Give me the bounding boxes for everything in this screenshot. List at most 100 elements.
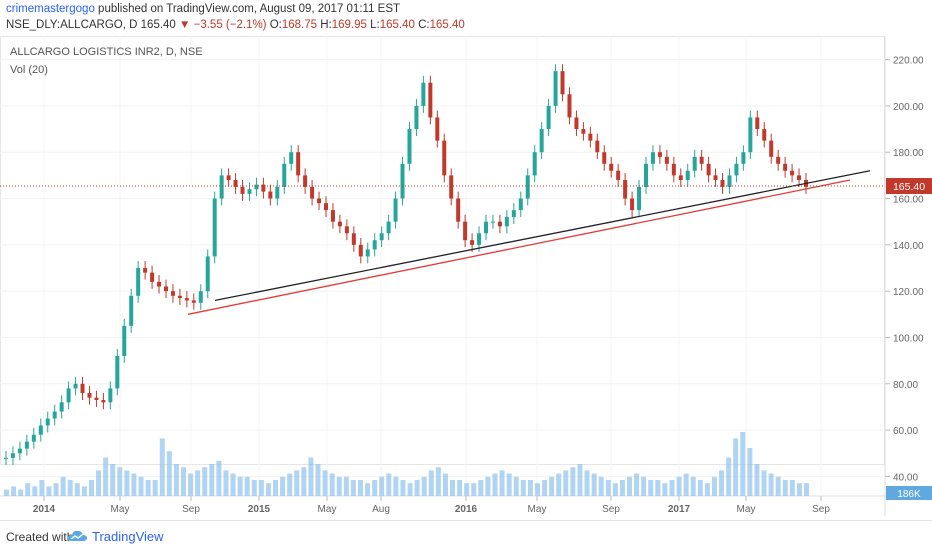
volume-bar <box>662 483 668 496</box>
volume-bar <box>159 438 165 496</box>
candle-body <box>31 434 36 442</box>
price-change: ▼ −3.55 (−2.1%) <box>179 19 267 31</box>
candle-body <box>17 448 22 454</box>
volume-bar <box>244 476 250 496</box>
volume-bar <box>690 476 696 496</box>
candle-body <box>414 105 419 130</box>
publish-line: crimemastergogo published on TradingView… <box>6 3 400 15</box>
price-tick-label: 180.00 <box>893 148 924 159</box>
volume-bar <box>627 476 633 496</box>
candle-body <box>581 129 586 134</box>
volume-bar <box>251 480 257 496</box>
candle-body <box>477 233 482 245</box>
open-label: O: <box>269 19 282 31</box>
candle-body <box>671 163 676 176</box>
candle-body <box>602 152 607 164</box>
volume-bar <box>612 483 618 496</box>
candle-body <box>497 221 502 227</box>
trendlines[interactable] <box>187 170 871 315</box>
volume-bar <box>273 480 279 496</box>
price-tick-label: 140.00 <box>893 241 924 252</box>
support-trendline-red[interactable] <box>187 179 851 315</box>
candle-body <box>393 198 398 222</box>
volume-bar <box>393 476 399 496</box>
volume-bar <box>379 476 385 496</box>
candle-body <box>372 240 377 250</box>
volume-bar <box>131 473 137 496</box>
volume-bar <box>556 473 562 496</box>
candle-body <box>511 210 516 218</box>
footer: Created with TradingView <box>0 520 932 551</box>
volume-bar <box>117 467 123 496</box>
volume-bar <box>435 467 441 496</box>
tradingview-brand[interactable]: TradingView <box>66 527 164 545</box>
volume-bar <box>407 483 413 496</box>
volume-bar <box>414 480 420 496</box>
candle-body <box>588 133 593 141</box>
high-label: H: <box>320 19 332 31</box>
volume-bar <box>570 467 576 496</box>
candle-body <box>504 217 509 227</box>
volume-bar <box>81 486 87 496</box>
candle-body <box>212 198 217 257</box>
price-tick-label: 220.00 <box>893 56 924 67</box>
volume-bar <box>506 473 512 496</box>
volume-bar <box>591 473 597 496</box>
candle-body <box>122 325 127 356</box>
tradingview-cloud-icon <box>67 530 87 541</box>
time-tick-label: May <box>318 504 337 515</box>
volume-bar <box>145 480 151 496</box>
candle-body <box>24 441 29 449</box>
time-axis: 2014 May Sep 2015 May Aug 2016 May Sep 2017 May Sep <box>33 496 830 515</box>
candle-body <box>45 418 50 426</box>
volume-bar <box>365 483 371 496</box>
candle-body <box>101 400 106 403</box>
volume-bar <box>719 470 725 496</box>
volume-bar <box>322 470 328 496</box>
candle-body <box>630 198 635 211</box>
ohlc-line: NSE_DLY:ALLCARGO, D 165.40 ▼ −3.55 (−2.1… <box>6 19 465 31</box>
price-tick-label: 40.00 <box>893 472 918 483</box>
volume-bar <box>39 480 45 496</box>
volume-bar <box>563 470 569 496</box>
price-chart-svg[interactable]: 220.00 200.00 180.00 160.00 140.00 120.00 100.… <box>0 36 932 516</box>
support-trendline-black[interactable] <box>214 170 871 302</box>
instrument-title: ALLCARGO LOGISTICS INR2, D, NSE <box>10 46 203 58</box>
volume-bar <box>230 473 236 496</box>
candle-body <box>254 184 259 190</box>
volume-bar <box>386 473 392 496</box>
volume-bars <box>4 432 809 496</box>
volume-bar <box>761 470 767 496</box>
volume-bar <box>124 470 130 496</box>
candle-body <box>330 210 335 222</box>
candle-body <box>150 272 155 282</box>
volume-bar <box>166 451 172 496</box>
candle-body <box>289 152 294 164</box>
volume-bar <box>188 473 194 496</box>
volume-bar <box>669 480 675 496</box>
price-tick-label: 100.00 <box>893 333 924 344</box>
volume-bar <box>4 489 9 496</box>
price-tick-label: 120.00 <box>893 287 924 298</box>
time-tick-label: 2017 <box>668 504 691 515</box>
volume-bar <box>782 480 788 496</box>
candle-body <box>129 295 134 326</box>
low-label: L: <box>370 19 380 31</box>
volume-tag: 186K <box>897 489 921 500</box>
candle-body <box>310 186 315 199</box>
volume-bar <box>471 483 477 496</box>
volume-bar <box>605 480 611 496</box>
chart-area[interactable]: 220.00 200.00 180.00 160.00 140.00 120.00 100.… <box>0 36 932 516</box>
volume-bar <box>549 476 555 496</box>
candle-body <box>303 175 308 187</box>
high-value: 169.95 <box>331 19 367 31</box>
author-link[interactable]: crimemastergogo <box>6 3 95 15</box>
candle-body <box>268 191 273 199</box>
candle-body <box>73 383 78 389</box>
candle-body <box>783 163 788 171</box>
candle-body <box>727 175 732 187</box>
volume-bar <box>704 483 710 496</box>
last-price-tag-bg <box>886 178 932 195</box>
candle-body <box>720 180 725 187</box>
volume-bar <box>88 480 94 496</box>
